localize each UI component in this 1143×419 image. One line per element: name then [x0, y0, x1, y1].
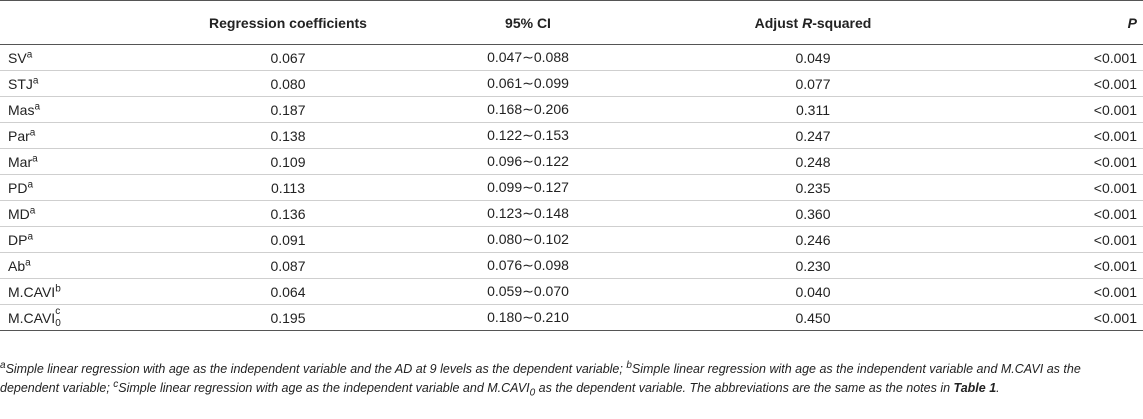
p-value-cell: <0.001 [1093, 153, 1137, 170]
header-row: Regression coefficients 95% CI Adjust R-… [0, 0, 1143, 45]
coefficient-cell: 0.136 [270, 205, 306, 222]
table-row: Para 0.138 0.122∼0.153 0.247 <0.001 [0, 123, 1143, 149]
p-value-cell: <0.001 [1093, 101, 1137, 118]
table-row: STJa 0.080 0.061∼0.099 0.077 <0.001 [0, 71, 1143, 97]
variable-cell: Para [8, 126, 36, 144]
table-row: SVa 0.067 0.047∼0.088 0.049 <0.001 [0, 45, 1143, 71]
p-value-cell: <0.001 [1093, 127, 1137, 144]
ci-cell: 0.080∼0.102 [487, 231, 569, 247]
variable-cell: Mara [8, 152, 38, 170]
ci-cell: 0.099∼0.127 [487, 179, 569, 195]
variable-cell: MDa [8, 204, 36, 222]
table-row: MDa 0.136 0.123∼0.148 0.360 <0.001 [0, 201, 1143, 227]
coefficient-cell: 0.109 [270, 153, 306, 170]
coefficient-cell: 0.187 [270, 101, 306, 118]
p-value-cell: <0.001 [1093, 75, 1137, 92]
table-row: Aba 0.087 0.076∼0.098 0.230 <0.001 [0, 253, 1143, 279]
r-squared-cell: 0.077 [795, 75, 831, 92]
regression-table: Regression coefficients 95% CI Adjust R-… [0, 0, 1143, 331]
header-variable [0, 0, 198, 45]
table-footnotes: aSimple linear regression with age as th… [0, 360, 1143, 398]
table-body: SVa 0.067 0.047∼0.088 0.049 <0.001 STJa 0.080 0… [0, 45, 1143, 331]
ci-cell: 0.059∼0.070 [487, 283, 569, 299]
table-row: M.CAVIb 0.064 0.059∼0.070 0.040 <0.001 [0, 279, 1143, 305]
coefficient-cell: 0.195 [270, 309, 306, 326]
p-value-cell: <0.001 [1093, 257, 1137, 274]
p-value-cell: <0.001 [1093, 309, 1137, 326]
variable-cell: STJa [8, 74, 39, 92]
r-squared-cell: 0.311 [796, 101, 830, 118]
ci-cell: 0.123∼0.148 [487, 205, 569, 221]
coefficient-cell: 0.080 [270, 75, 306, 92]
header-adjust-r-squared: Adjust R-squared [678, 0, 948, 45]
p-value-cell: <0.001 [1093, 205, 1137, 222]
coefficient-cell: 0.087 [270, 257, 306, 274]
r-squared-cell: 0.360 [795, 205, 831, 222]
r-squared-cell: 0.247 [795, 127, 831, 144]
table-row: PDa 0.113 0.099∼0.127 0.235 <0.001 [0, 175, 1143, 201]
table-row: Masa 0.187 0.168∼0.206 0.311 <0.001 [0, 97, 1143, 123]
header-95-ci: 95% CI [378, 0, 678, 45]
table-row: M.CAVI c 0 0.195 0.180∼0.210 0.450 <0.001 [0, 305, 1143, 331]
footnote-text: aSimple linear regression with age as th… [0, 359, 1081, 399]
p-value-cell: <0.001 [1093, 179, 1137, 196]
r-squared-cell: 0.040 [795, 283, 831, 300]
coefficient-cell: 0.138 [270, 127, 306, 144]
r-squared-cell: 0.049 [795, 49, 831, 66]
ci-cell: 0.061∼0.099 [487, 75, 569, 91]
ci-cell: 0.180∼0.210 [487, 309, 569, 325]
coefficient-cell: 0.064 [270, 283, 306, 300]
table-1-reference: Table 1 [953, 381, 997, 395]
variable-cell: Aba [8, 256, 31, 274]
coefficient-cell: 0.091 [270, 231, 306, 248]
coefficient-cell: 0.113 [271, 179, 305, 196]
r-squared-cell: 0.246 [795, 231, 831, 248]
variable-cell: Masa [8, 100, 41, 118]
table-row: Mara 0.109 0.096∼0.122 0.248 <0.001 [0, 149, 1143, 175]
p-value-cell: <0.001 [1093, 49, 1137, 66]
ci-cell: 0.096∼0.122 [487, 153, 569, 169]
r-squared-cell: 0.235 [795, 179, 831, 196]
ci-cell: 0.076∼0.098 [487, 257, 569, 273]
variable-cell: PDa [8, 178, 34, 196]
r-squared-cell: 0.248 [795, 153, 831, 170]
variable-cell: SVa [8, 48, 33, 66]
ci-cell: 0.122∼0.153 [487, 127, 569, 143]
r-squared-cell: 0.230 [795, 257, 831, 274]
variable-cell: M.CAVIb [8, 282, 61, 300]
r-squared-cell: 0.450 [795, 309, 831, 326]
ci-cell: 0.168∼0.206 [487, 101, 569, 117]
header-regression-coefficients: Regression coefficients [198, 0, 378, 45]
ci-cell: 0.047∼0.088 [487, 49, 569, 65]
variable-cell: M.CAVI c 0 [8, 305, 61, 329]
table-row: DPa 0.091 0.080∼0.102 0.246 <0.001 [0, 227, 1143, 253]
coefficient-cell: 0.067 [270, 49, 306, 66]
variable-cell: DPa [8, 230, 34, 248]
p-value-cell: <0.001 [1093, 231, 1137, 248]
p-value-cell: <0.001 [1093, 283, 1137, 300]
header-p-value: P [948, 0, 1143, 45]
